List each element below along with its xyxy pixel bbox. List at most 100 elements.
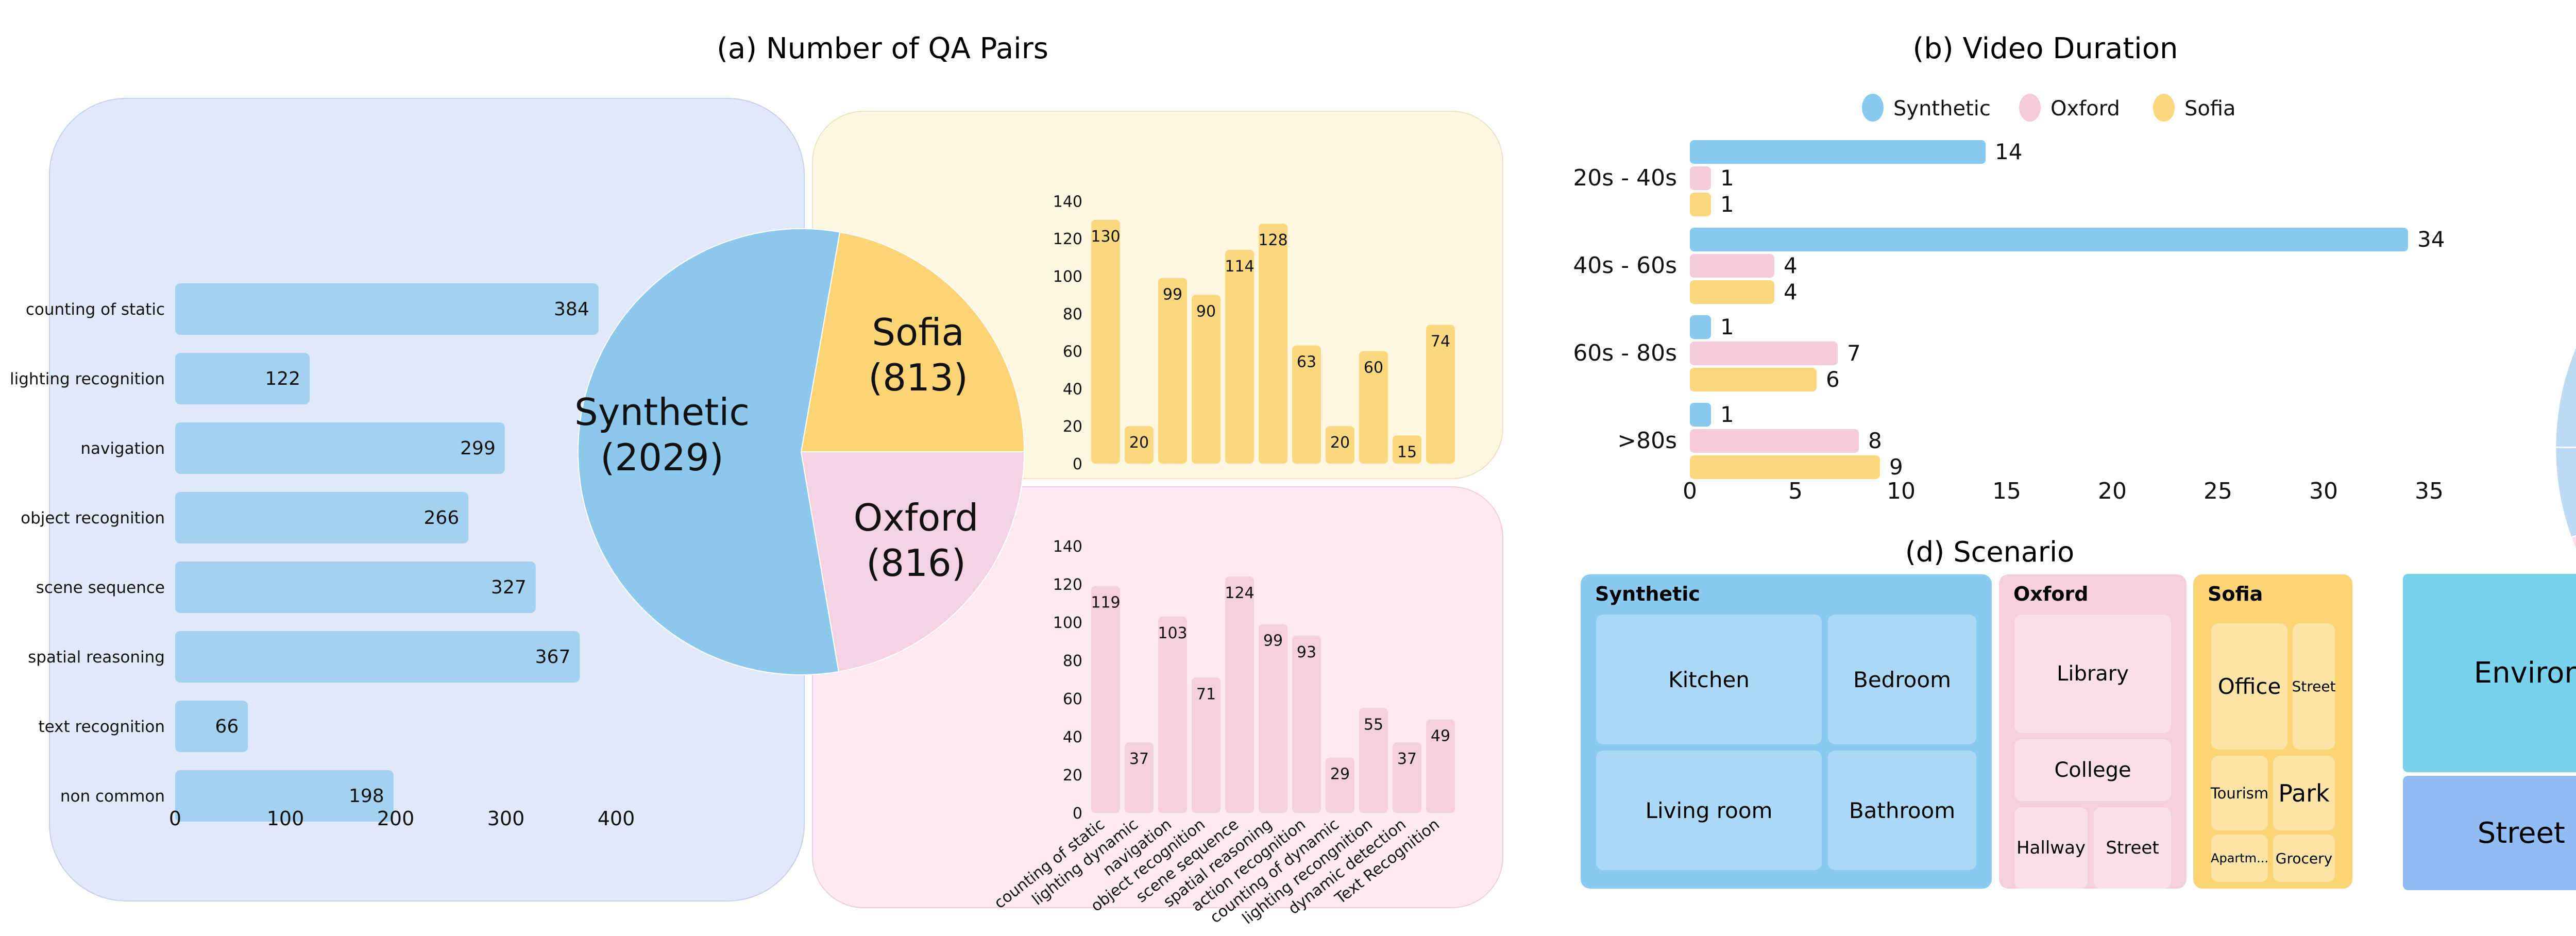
category-label: object recognition (21, 509, 165, 527)
bar-value: 122 (265, 368, 300, 389)
bar-value: 74 (1431, 333, 1450, 351)
bar-value: 1 (1720, 192, 1734, 217)
bar (1125, 742, 1154, 813)
bar-value: 99 (1163, 286, 1182, 304)
treemap-group: Oxford Library College Hallway Street (1999, 574, 2187, 889)
tick-label: 100 (267, 807, 304, 830)
source-pie-chart: Sofia(813) Synthetic(2029) Oxford(816) (574, 228, 1025, 675)
tick-label: 60 (1063, 690, 1082, 708)
bar (1259, 224, 1287, 464)
bar (1690, 403, 1711, 427)
pie-slice (800, 231, 1025, 452)
tick-label: 120 (1053, 576, 1082, 594)
bar-value: 20 (1129, 434, 1149, 452)
bar (175, 561, 536, 613)
bar-value: 20 (1330, 434, 1350, 452)
bar (1690, 254, 1774, 278)
treemap-cell: Street (2292, 623, 2336, 750)
bar-value: 55 (1364, 716, 1383, 734)
panel-b-title: (b) Video Duration (1912, 32, 2178, 65)
bar (175, 422, 505, 474)
treemap-cell: Bathroom (1828, 751, 1976, 870)
bar (1158, 616, 1187, 813)
bar-value: 367 (535, 646, 571, 668)
qa-synthetic-bar-chart: counting of static 384 lighting recognitio… (10, 283, 635, 830)
tick-label: 35 (2415, 478, 2444, 504)
category-label: text recognition (38, 718, 165, 736)
tick-label: 40 (1063, 728, 1082, 746)
bar (1690, 315, 1711, 339)
tick-label: 10 (1887, 478, 1916, 504)
tick-label: 40 (1063, 380, 1082, 398)
pie-label: Oxford (854, 496, 979, 539)
bar-value: 7 (1847, 341, 1861, 366)
bar-value: 37 (1397, 750, 1417, 768)
bar-value: 384 (554, 299, 589, 320)
panel-d-title: (d) Scenario (1905, 536, 2075, 568)
legend-dot (1862, 94, 1884, 122)
treemap-cell: Apartm... (2211, 835, 2268, 882)
legend-dot (2153, 94, 2175, 122)
bar (175, 353, 310, 404)
legend-item: Oxford (2050, 97, 2120, 121)
treemap-cell: Environment (2403, 574, 2576, 772)
bar-value: 1 (1720, 165, 1734, 191)
bar (175, 701, 248, 752)
bar (1192, 677, 1221, 813)
tick-label: 5 (1788, 478, 1803, 504)
bar (1359, 708, 1388, 813)
bar-value: 15 (1397, 443, 1417, 461)
bar (1690, 368, 1817, 392)
category-label: spatial reasoning (28, 648, 165, 667)
bar-value: 9 (1889, 454, 1903, 480)
bar (1158, 278, 1187, 464)
bar-value: 130 (1091, 228, 1120, 246)
bar (1690, 228, 2408, 251)
category-label: >80s (1617, 428, 1677, 454)
treemap-group-title: Sofia (2208, 583, 2263, 605)
category-label: scene sequence (36, 578, 165, 597)
bar (1393, 435, 1421, 464)
bar-value: 8 (1868, 428, 1882, 453)
treemap-cell: Office (2211, 623, 2287, 750)
pie-slice (800, 451, 1025, 672)
tick-label: 20 (2098, 478, 2127, 504)
tick-label: 25 (2204, 478, 2232, 504)
category-label: counting of static (26, 300, 165, 319)
bar (1125, 426, 1154, 464)
bar (1225, 576, 1254, 813)
treemap-group: Sofia Office Street Tourism Park Apartm... Gro… (2193, 574, 2352, 889)
treemap-cell: Library (2014, 615, 2171, 733)
sunburst-segment (2570, 535, 2576, 552)
tick-label: 400 (598, 807, 635, 830)
tick-label: 100 (1053, 614, 1082, 632)
bar-value: 37 (1129, 750, 1149, 768)
treemap-group: Synthetic Kitchen Bedroom Living room Bathro… (1581, 574, 1992, 889)
difficulty-sunburst: Syntheticindooreasy38.9%med11.1%hard5.6%… (2554, 345, 2576, 552)
bar (175, 631, 580, 683)
tick-label: 300 (487, 807, 525, 830)
treemap-cell: Hallway (2014, 807, 2088, 889)
bar-value: 266 (424, 507, 460, 529)
treemap-cell: Street Lamp (2403, 776, 2576, 890)
treemap-group-title: Oxford (2013, 583, 2089, 605)
bar-value: 63 (1297, 353, 1316, 371)
tick-label: 60 (1063, 343, 1082, 361)
category-label: 20s - 40s (1573, 165, 1677, 191)
bar-value: 49 (1431, 727, 1450, 745)
tick-label: 0 (1073, 455, 1082, 473)
pie-label: (813) (868, 356, 968, 399)
tick-label: 30 (2309, 478, 2338, 504)
tick-label: 120 (1053, 230, 1082, 248)
category-label: lighting recognition (10, 370, 165, 388)
bar (1326, 757, 1354, 813)
pie-slice (578, 228, 841, 675)
pie-label: Sofia (872, 311, 964, 354)
bar (1690, 429, 1859, 453)
bar-value: 71 (1196, 685, 1216, 703)
bar (1091, 586, 1120, 813)
bar-value: 128 (1258, 231, 1287, 249)
legend-item: Sofia (2184, 97, 2236, 121)
pie-label: (816) (866, 541, 966, 585)
sunburst-segment (2554, 447, 2576, 539)
